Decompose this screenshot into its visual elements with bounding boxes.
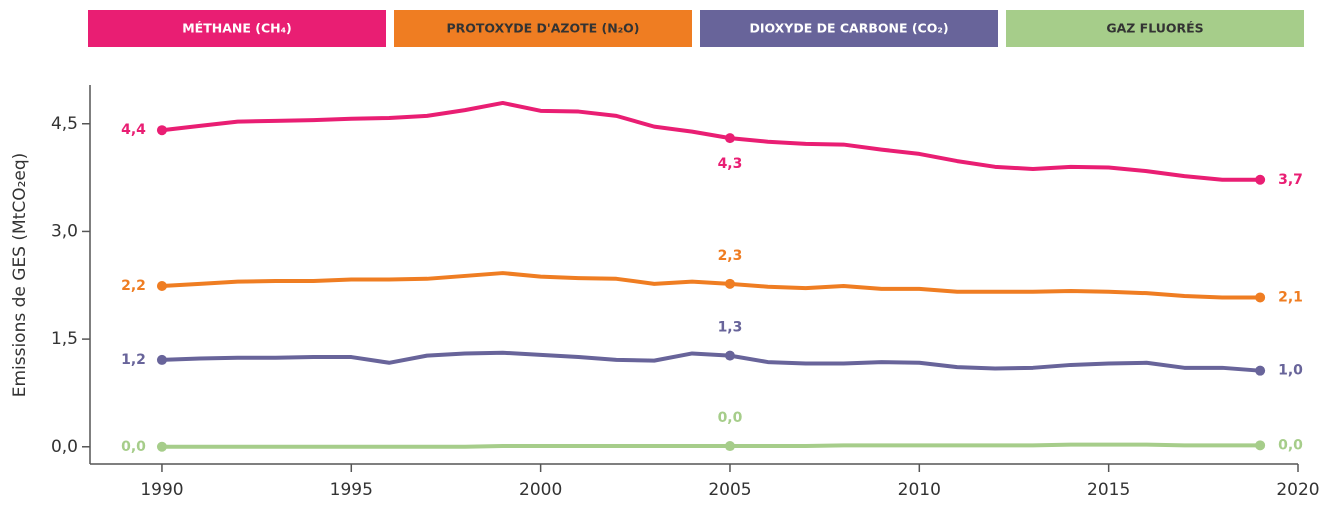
value-label: 1,3 (718, 320, 743, 336)
series-line (161, 442, 1261, 449)
point (724, 133, 735, 144)
value-label: 4,4 (121, 122, 146, 138)
x-tick-label: 1990 (140, 480, 183, 500)
legend-label: PROTOXYDE D'AZOTE (N₂O) (446, 21, 639, 36)
value-label: 0,0 (1278, 437, 1303, 453)
x-tick-label: 2000 (519, 480, 562, 500)
value-label: 4,3 (718, 156, 743, 172)
point (1255, 292, 1266, 303)
x-tick-label: 2010 (898, 480, 941, 500)
legend-label: GAZ FLUORÉS (1106, 21, 1203, 36)
point (156, 280, 167, 291)
point (156, 441, 167, 452)
value-label: 0,0 (718, 410, 743, 426)
x-tick-label: 1995 (330, 480, 373, 500)
point (724, 350, 735, 361)
value-label: 2,1 (1278, 289, 1303, 305)
point (1255, 440, 1266, 451)
series-line (161, 350, 1261, 373)
legend-box (1006, 10, 1304, 47)
legend-label: DIOXYDE DE CARBONE (CO₂) (749, 21, 948, 36)
x-tick-label: 2005 (708, 480, 751, 500)
value-label: 0,0 (121, 439, 146, 455)
y-tick-label: 4,5 (51, 114, 78, 134)
point (724, 278, 735, 289)
y-tick-label: 0,0 (51, 437, 78, 457)
x-tick-label: 2015 (1087, 480, 1130, 500)
series-line (161, 271, 1261, 300)
series-line (161, 100, 1261, 182)
y-tick-label: 1,5 (51, 329, 78, 349)
x-tick-label: 2020 (1276, 480, 1319, 500)
value-label: 2,3 (718, 248, 743, 264)
value-label: 2,2 (121, 278, 146, 294)
point (156, 354, 167, 365)
legend-box (88, 10, 386, 47)
value-label: 1,2 (121, 352, 146, 368)
legend-label: MÉTHANE (CH₄) (182, 21, 292, 36)
legend-box (700, 10, 998, 47)
point (1255, 365, 1266, 376)
y-tick-label: 3,0 (51, 221, 78, 241)
legend-box (394, 10, 692, 47)
point (724, 441, 735, 452)
y-axis-label: Emissions de GES (MtCO₂eq) (10, 153, 30, 398)
value-label: 1,0 (1278, 363, 1303, 379)
point (1255, 174, 1266, 185)
point (156, 125, 167, 136)
value-label: 3,7 (1278, 172, 1303, 188)
